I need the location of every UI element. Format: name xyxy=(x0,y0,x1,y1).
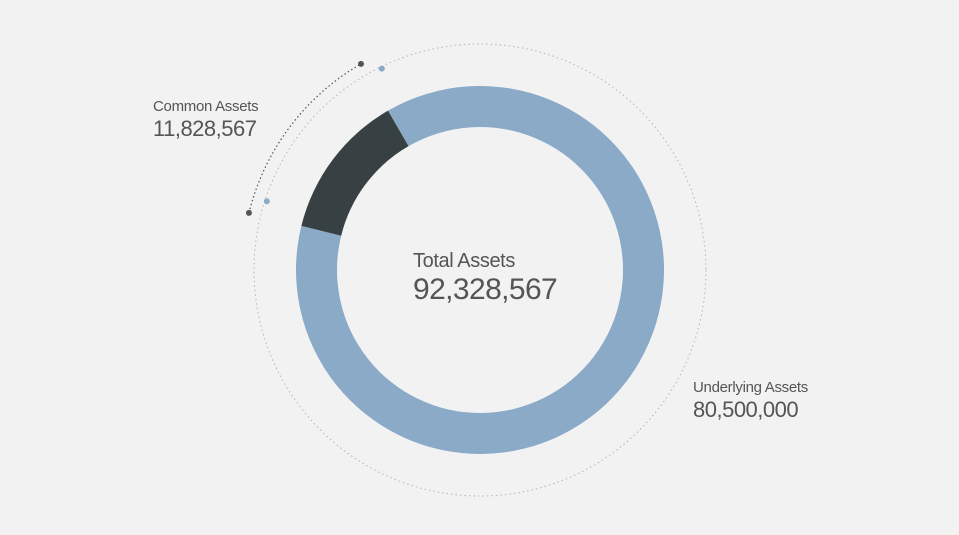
common-assets-value: 11,828,567 xyxy=(153,116,257,141)
donut-slices xyxy=(295,86,664,455)
total-assets-label: Total Assets 92,328,567 xyxy=(413,250,558,308)
slice-common-assets xyxy=(301,110,409,236)
common-assets-marker-end xyxy=(245,209,252,216)
underlying-assets-marker-end xyxy=(378,65,385,72)
underlying-assets-label: Underlying Assets 80,500,000 xyxy=(693,379,808,423)
underlying-assets-marker-start xyxy=(263,198,270,205)
common-assets-marker-start xyxy=(358,60,364,67)
underlying-assets-value: 80,500,000 xyxy=(693,397,799,422)
common-assets-label: Common Assets 11,828,567 xyxy=(153,98,259,142)
common-assets-name: Common Assets xyxy=(153,98,259,115)
total-assets-name: Total Assets xyxy=(413,250,515,272)
common-assets-arc-guide xyxy=(248,63,362,214)
underlying-assets-name: Underlying Assets xyxy=(693,379,808,396)
total-assets-value: 92,328,567 xyxy=(413,273,558,306)
outer-guide-ring xyxy=(253,43,707,497)
